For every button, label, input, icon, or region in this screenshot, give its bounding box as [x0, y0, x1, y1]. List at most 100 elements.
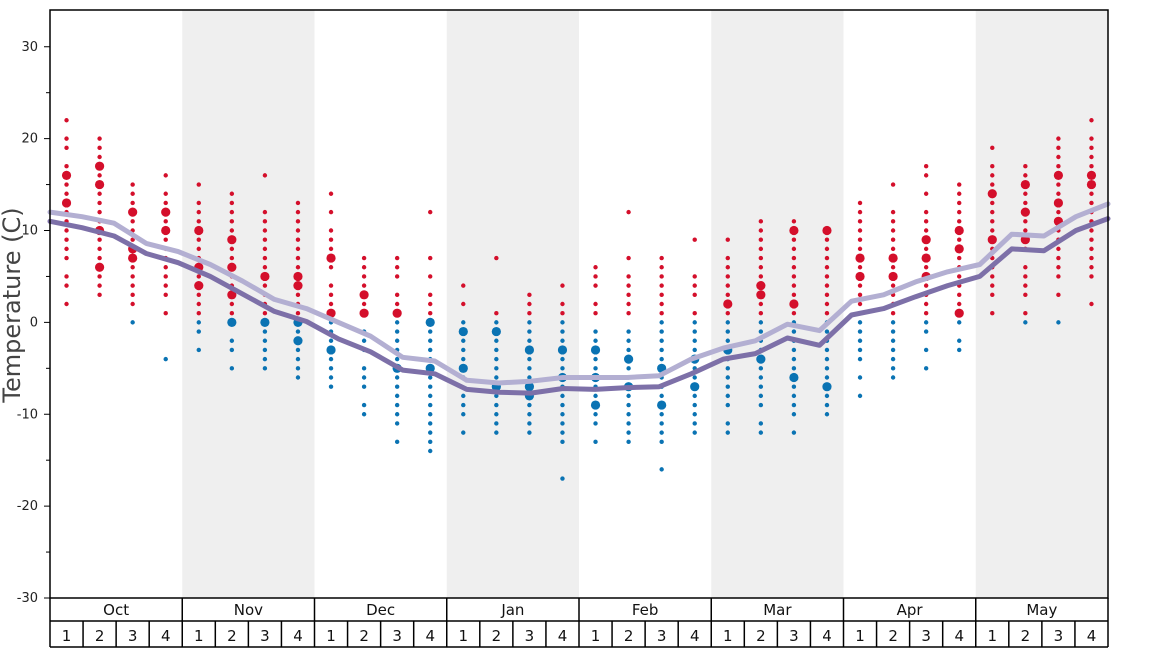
observation-dot-large — [855, 253, 865, 263]
week-label: 3 — [128, 627, 138, 645]
observation-dot-large — [326, 253, 336, 263]
observation-dot — [428, 402, 433, 408]
observation-dot — [593, 329, 598, 334]
observation-dot — [428, 255, 433, 261]
observation-dot — [890, 209, 896, 215]
observation-dot — [692, 430, 697, 435]
observation-dot — [990, 283, 995, 288]
observation-dot — [923, 265, 929, 270]
observation-dot — [262, 329, 268, 334]
observation-dot — [328, 384, 334, 389]
observation-dot — [1056, 191, 1061, 196]
observation-dot-large — [756, 290, 766, 300]
observation-dot — [428, 329, 433, 334]
observation-dot — [692, 310, 697, 316]
observation-dot — [890, 375, 896, 380]
observation-dot — [295, 200, 301, 206]
observation-dot — [328, 246, 334, 252]
observation-dot — [328, 375, 334, 380]
observation-dot — [229, 366, 235, 371]
observation-dot — [890, 237, 896, 242]
observation-dot — [857, 237, 863, 242]
observation-dot — [758, 320, 764, 325]
observation-dot — [923, 173, 929, 178]
observation-dot — [725, 237, 730, 242]
observation-dot — [791, 274, 797, 279]
observation-dot — [461, 393, 466, 399]
observation-dot — [527, 292, 532, 298]
observation-dot — [97, 173, 102, 178]
observation-dot — [229, 246, 235, 252]
observation-dot — [791, 393, 797, 399]
observation-dot — [295, 219, 301, 224]
observation-dot — [957, 320, 962, 325]
observation-dot — [725, 430, 730, 435]
month-band-mar — [711, 10, 844, 598]
observation-dot — [1023, 292, 1028, 298]
observation-dot — [262, 246, 268, 252]
observation-dot — [560, 320, 565, 325]
observation-dot — [295, 310, 301, 316]
observation-dot — [295, 228, 301, 233]
observation-dot — [857, 209, 863, 215]
observation-dot-large — [954, 244, 964, 254]
observation-dot — [229, 200, 235, 206]
observation-dot-large — [690, 382, 700, 392]
observation-dot — [692, 338, 697, 343]
observation-dot — [626, 283, 631, 288]
y-tick-label: -30 — [17, 591, 38, 606]
observation-dot — [890, 219, 896, 224]
observation-dot — [328, 191, 334, 196]
observation-dot — [527, 338, 532, 343]
observation-dot — [527, 421, 532, 426]
observation-dot — [593, 393, 598, 399]
observation-dot — [659, 265, 664, 270]
observation-dot — [196, 237, 201, 242]
observation-dot — [361, 338, 367, 343]
observation-dot — [725, 329, 730, 334]
observation-dot — [394, 329, 400, 334]
observation-dot — [824, 274, 830, 279]
week-label: 1 — [194, 627, 204, 645]
observation-dot — [758, 421, 764, 426]
observation-dot — [262, 255, 268, 261]
observation-dot — [725, 393, 730, 399]
month-label-jan: Jan — [500, 601, 524, 619]
observation-dot — [97, 145, 102, 151]
observation-dot — [1056, 320, 1061, 325]
observation-dot — [990, 292, 995, 298]
observation-dot — [394, 421, 400, 426]
observation-dot — [262, 173, 268, 178]
observation-dot — [560, 439, 565, 445]
observation-dot — [791, 255, 797, 261]
observation-dot — [824, 246, 830, 252]
observation-dot-large — [293, 271, 303, 282]
observation-dot — [692, 274, 697, 279]
observation-dot — [758, 246, 764, 252]
observation-dot — [428, 310, 433, 316]
observation-dot — [494, 375, 499, 380]
observation-dot — [428, 301, 433, 307]
observation-dot — [461, 402, 466, 408]
observation-dot — [957, 255, 962, 261]
observation-dot — [229, 255, 235, 261]
month-label-dec: Dec — [366, 601, 395, 619]
observation-dot — [1089, 237, 1094, 242]
observation-dot — [394, 412, 400, 417]
observation-dot — [560, 338, 565, 343]
observation-dot — [758, 366, 764, 371]
observation-dot-large — [293, 281, 303, 291]
observation-dot — [659, 393, 664, 399]
observation-dot — [229, 301, 235, 307]
observation-dot — [791, 366, 797, 371]
observation-dot — [163, 265, 168, 270]
month-band-jan — [446, 10, 579, 598]
observation-dot — [295, 347, 301, 353]
observation-dot — [758, 219, 764, 224]
month-label-feb: Feb — [632, 601, 659, 619]
observation-dot — [957, 301, 962, 307]
observation-dot — [758, 310, 764, 316]
observation-dot-large — [557, 345, 568, 355]
observation-dot-large — [921, 253, 931, 263]
observation-dot — [64, 228, 69, 233]
